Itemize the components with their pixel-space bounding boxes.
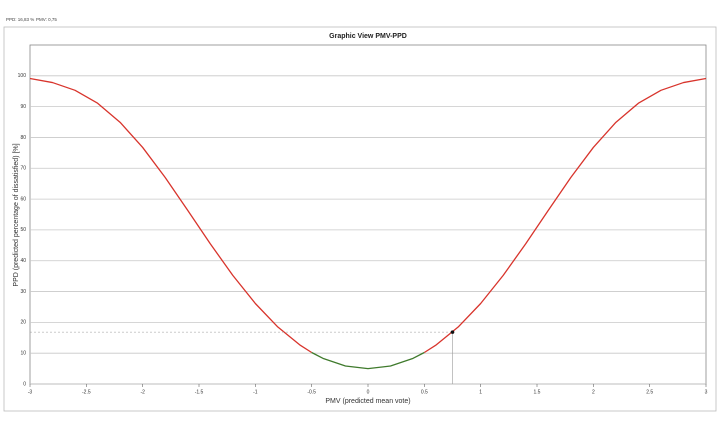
y-tick-label: 90	[20, 104, 26, 110]
y-tick-label: 80	[20, 135, 26, 141]
pmv-info: PMV: 0,75	[36, 17, 57, 22]
current-point	[450, 330, 455, 334]
x-tick-label: 3	[705, 389, 708, 395]
y-tick-label: 30	[20, 289, 26, 295]
curve	[311, 351, 425, 370]
y-tick-label: 10	[20, 351, 26, 357]
x-tick-label: 1.5	[534, 389, 541, 395]
y-axis-label: PPD (predicted percentage of dissatisfie…	[13, 143, 20, 286]
x-tick-label: 2	[592, 389, 595, 395]
y-tick-label: 70	[20, 166, 26, 172]
frame	[3, 26, 717, 412]
x-tick-label: 0.5	[421, 389, 428, 395]
x-tick-label: -0.5	[307, 389, 316, 395]
ppd-info: PPD: 16,83 %	[6, 17, 34, 22]
x-tick-label: 2.5	[646, 389, 653, 395]
y-tick-label: 50	[20, 227, 26, 233]
curve	[423, 77, 707, 354]
x-tick-label: -3	[28, 389, 33, 395]
x-tick-label: -1.5	[195, 389, 204, 395]
x-tick-label: -2	[140, 389, 145, 395]
x-tick-label: -2.5	[82, 389, 91, 395]
plot-area	[29, 44, 707, 385]
y-tick-label: 0	[23, 381, 26, 387]
curve	[29, 77, 313, 354]
y-tick-label: 60	[20, 196, 26, 202]
x-tick-label: 0	[367, 389, 370, 395]
x-tick-label: 1	[479, 389, 482, 395]
x-axis-label: PMV (predicted mean vote)	[325, 398, 410, 405]
x-tick-label: -1	[253, 389, 258, 395]
chart-title: Graphic View PMV-PPD	[329, 33, 407, 40]
y-tick-label: 20	[20, 320, 26, 326]
y-tick-label: 100	[18, 73, 27, 79]
y-tick-label: 40	[20, 258, 26, 264]
